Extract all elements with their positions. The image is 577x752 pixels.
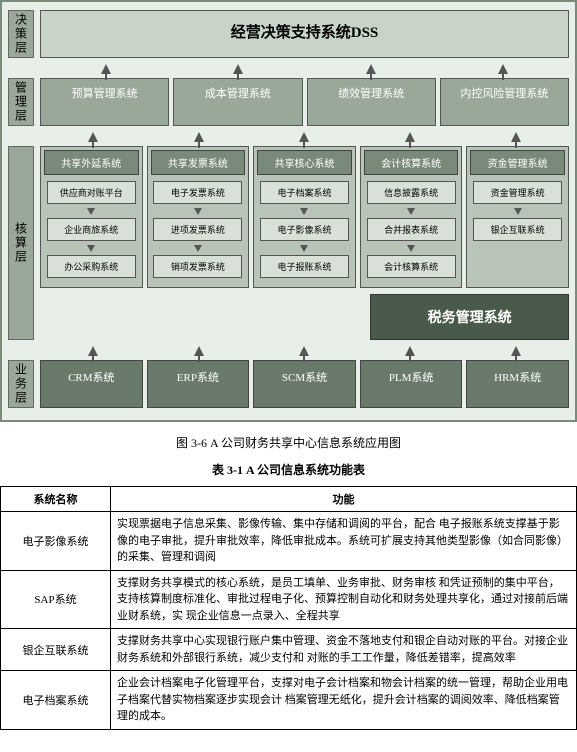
module-box: 银企互联系统 (473, 218, 562, 241)
table-caption: 表 3-1 A 公司信息系统功能表 (0, 461, 577, 478)
management-boxes: 预算管理系统 成本管理系统 绩效管理系统 内控风险管理系统 (40, 78, 569, 126)
th-name: 系统名称 (1, 487, 111, 512)
col-title: 共享发票系统 (151, 150, 246, 175)
col-fund: 资金管理系统 资金管理系统 银企互联系统 (466, 146, 569, 288)
arrow-up-icon (511, 132, 521, 142)
decision-layer-label: 决策层 (8, 10, 34, 58)
arrow-down-icon (300, 208, 308, 215)
tax-system-box: 税务管理系统 (370, 294, 569, 340)
arrow-up-icon (299, 346, 309, 356)
module-box: 会计核算系统 (367, 255, 456, 278)
arrow-up-icon (366, 64, 376, 74)
cell-name: 银企互联系统 (1, 629, 111, 671)
arrow-up-icon (101, 64, 111, 74)
dss-box: 经营决策支持系统DSS (40, 10, 569, 58)
table-row: SAP系统 支撑财务共享模式的核心系统，是员工填单、业务审批、财务审核 和凭证预… (1, 570, 577, 629)
arrow-down-icon (407, 245, 415, 252)
module-box: 电子报账系统 (260, 255, 349, 278)
arrow-down-icon (300, 245, 308, 252)
mgmt-box-budget: 预算管理系统 (40, 78, 169, 126)
arrows-dss (40, 60, 569, 78)
arrows-biz (40, 342, 569, 360)
arrow-up-icon (405, 346, 415, 356)
accounting-layer-label: 核算层 (8, 146, 34, 340)
arrow-down-icon (87, 245, 95, 252)
core-columns: 共享外延系统 供应商对账平台 企业商旅系统 办公采购系统 共享发票系统 电子发票… (40, 146, 569, 288)
module-box: 合并报表系统 (367, 218, 456, 241)
arrow-up-icon (194, 132, 204, 142)
mgmt-box-perf: 绩效管理系统 (307, 78, 436, 126)
cell-name: 电子档案系统 (1, 671, 111, 730)
table-row: 电子档案系统 企业会计档案电子化管理平台，支撑对电子会计档案和物会计档案的统一管… (1, 671, 577, 730)
table-row: 银企互联系统 支撑财务共享中心实现银行账户集中管理、资金不落地支付和银企自动对账… (1, 629, 577, 671)
module-box: 进项发票系统 (153, 218, 242, 241)
architecture-diagram: 决策层 经营决策支持系统DSS 管理层 预算管理系统 成本管理系统 绩效管理系统… (0, 0, 577, 422)
module-box: 企业商旅系统 (47, 218, 136, 241)
module-box: 电子档案系统 (260, 181, 349, 204)
table-header-row: 系统名称 功能 (1, 487, 577, 512)
arrow-up-icon (88, 132, 98, 142)
col-invoice: 共享发票系统 电子发票系统 进项发票系统 销项发票系统 (147, 146, 250, 288)
arrow-down-icon (194, 245, 202, 252)
module-box: 供应商对账平台 (47, 181, 136, 204)
arrow-down-icon (194, 208, 202, 215)
cell-desc: 支撑财务共享中心实现银行账户集中管理、资金不落地支付和银企自动对账的平台。对接企… (111, 629, 577, 671)
col-ext: 共享外延系统 供应商对账平台 企业商旅系统 办公采购系统 (40, 146, 143, 288)
tax-row: 税务管理系统 (72, 288, 569, 340)
biz-box-crm: CRM系统 (40, 360, 143, 408)
management-layer-row: 管理层 预算管理系统 成本管理系统 绩效管理系统 内控风险管理系统 (8, 78, 569, 126)
biz-box-hrm: HRM系统 (466, 360, 569, 408)
th-func: 功能 (111, 487, 577, 512)
mgmt-box-risk: 内控风险管理系统 (440, 78, 569, 126)
arrow-up-icon (299, 132, 309, 142)
systems-table: 系统名称 功能 电子影像系统 实现票据电子信息采集、影像传输、集中存储和调阅的平… (0, 486, 577, 730)
cell-name: SAP系统 (1, 570, 111, 629)
col-title: 资金管理系统 (470, 150, 565, 175)
arrow-up-icon (233, 64, 243, 74)
arrow-up-icon (194, 346, 204, 356)
biz-box-scm: SCM系统 (253, 360, 356, 408)
cell-name: 电子影像系统 (1, 512, 111, 571)
arrow-up-icon (511, 346, 521, 356)
col-title: 共享核心系统 (257, 150, 352, 175)
module-box: 电子影像系统 (260, 218, 349, 241)
accounting-layer-row: 核算层 共享外延系统 供应商对账平台 企业商旅系统 办公采购系统 共享发票系统 … (8, 146, 569, 340)
arrow-up-icon (498, 64, 508, 74)
arrows-mgmt (40, 128, 569, 146)
module-box: 电子发票系统 (153, 181, 242, 204)
col-title: 共享外延系统 (44, 150, 139, 175)
cell-desc: 支撑财务共享模式的核心系统，是员工填单、业务审批、财务审核 和凭证预制的集中平台… (111, 570, 577, 629)
module-box: 资金管理系统 (473, 181, 562, 204)
business-boxes: CRM系统 ERP系统 SCM系统 PLM系统 HRM系统 (40, 360, 569, 408)
arrow-down-icon (514, 208, 522, 215)
mgmt-box-cost: 成本管理系统 (173, 78, 302, 126)
management-layer-label: 管理层 (8, 78, 34, 126)
cell-desc: 企业会计档案电子化管理平台，支撑对电子会计档案和物会计档案的统一管理，帮助企业用… (111, 671, 577, 730)
module-box: 销项发票系统 (153, 255, 242, 278)
col-title: 会计核算系统 (364, 150, 459, 175)
biz-box-plm: PLM系统 (360, 360, 463, 408)
business-layer-label: 业务层 (8, 360, 34, 408)
decision-layer-row: 决策层 经营决策支持系统DSS (8, 10, 569, 58)
business-layer-row: 业务层 CRM系统 ERP系统 SCM系统 PLM系统 HRM系统 (8, 360, 569, 408)
table-row: 电子影像系统 实现票据电子信息采集、影像传输、集中存储和调阅的平台，配合 电子报… (1, 512, 577, 571)
col-core: 共享核心系统 电子档案系统 电子影像系统 电子报账系统 (253, 146, 356, 288)
arrow-down-icon (407, 208, 415, 215)
cell-desc: 实现票据电子信息采集、影像传输、集中存储和调阅的平台，配合 电子报账系统支撑基于… (111, 512, 577, 571)
arrow-down-icon (87, 208, 95, 215)
figure-caption: 图 3-6 A 公司财务共享中心信息系统应用图 (0, 434, 577, 451)
arrow-up-icon (88, 346, 98, 356)
module-box: 信息披露系统 (367, 181, 456, 204)
module-box: 办公采购系统 (47, 255, 136, 278)
arrow-up-icon (405, 132, 415, 142)
biz-box-erp: ERP系统 (147, 360, 250, 408)
col-accounting: 会计核算系统 信息披露系统 合并报表系统 会计核算系统 (360, 146, 463, 288)
